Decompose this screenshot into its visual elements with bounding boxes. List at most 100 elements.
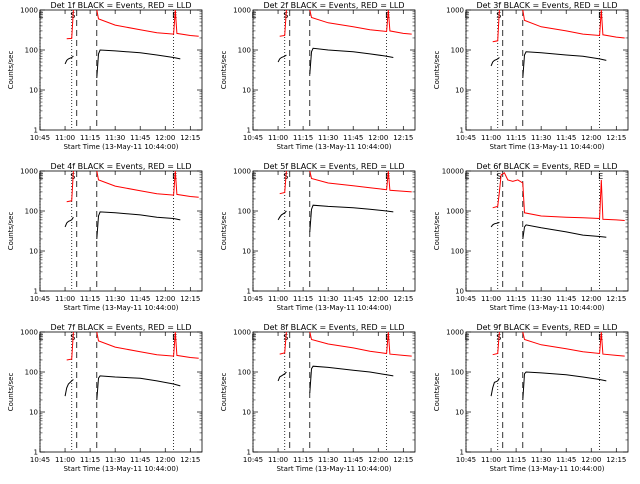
x-tick-label: 11:45 [556, 134, 576, 142]
series-line-events [490, 57, 500, 67]
y-axis-label: Counts/sec [7, 51, 15, 90]
y-tick-label: 100 [451, 248, 464, 256]
x-tick-label: 11:45 [343, 456, 363, 464]
series-line-lld [66, 331, 74, 361]
x-tick-label: 11:30 [318, 295, 338, 303]
series-line-lld [522, 9, 625, 39]
series-line-events [64, 216, 74, 228]
x-tick-label: 11:15 [293, 134, 313, 142]
x-tick-label: 11:15 [80, 134, 100, 142]
y-axis-label: Counts/sec [433, 212, 441, 251]
series-line-lld [522, 331, 625, 357]
series-line-events [522, 51, 607, 79]
x-tick-label: 12:15 [180, 456, 200, 464]
x-tick-label: 12:00 [155, 134, 175, 142]
chart-title: Det 7f BLACK = Events, RED = LLD [50, 323, 191, 332]
chart-title: Det 6f BLACK = Events, RED = LLD [476, 162, 617, 171]
x-tick-label: 12:15 [393, 295, 413, 303]
y-tick-label: 10 [29, 409, 38, 417]
x-tick-label: 11:30 [105, 134, 125, 142]
x-tick-label: 11:30 [531, 134, 551, 142]
x-tick-label: 11:15 [80, 456, 100, 464]
plot-frame [39, 331, 203, 453]
series-line-events [309, 365, 394, 393]
chart-title: Det 5f BLACK = Events, RED = LLD [263, 162, 404, 171]
series-line-events [96, 49, 181, 79]
y-tick-label: 10 [29, 248, 38, 256]
x-axis-label: Start Time (13-May-11 10:44:00) [489, 304, 604, 312]
marker-label: E [464, 172, 469, 181]
x-tick-label: 12:00 [581, 134, 601, 142]
marker-label: E [251, 172, 256, 181]
y-tick-label: 1 [247, 127, 251, 135]
y-tick-label: 1000 [233, 168, 251, 176]
y-tick-label: 10000 [442, 168, 464, 176]
x-tick-label: 12:15 [606, 134, 626, 142]
chart-title: Det 4f BLACK = Events, RED = LLD [50, 162, 191, 171]
x-tick-label: 10:45 [456, 456, 476, 464]
x-tick-label: 11:00 [268, 134, 288, 142]
series-line-lld [66, 170, 74, 203]
y-tick-label: 10 [455, 288, 464, 296]
x-tick-label: 12:00 [368, 295, 388, 303]
series-line-events [277, 54, 287, 63]
x-tick-label: 12:00 [368, 456, 388, 464]
chart-panel: Det 6f BLACK = Events, RED = LLD 10:45 11:… [433, 162, 629, 312]
y-tick-label: 1000 [446, 7, 464, 15]
y-tick-label: 1000 [233, 329, 251, 337]
x-tick-label: 12:15 [180, 295, 200, 303]
series-line-lld [66, 9, 74, 40]
x-tick-label: 12:15 [606, 456, 626, 464]
y-axis-label: Counts/sec [220, 212, 228, 251]
x-axis-label: Start Time (13-May-11 10:44:00) [63, 465, 178, 473]
x-tick-label: 11:00 [481, 134, 501, 142]
x-tick-label: 11:00 [481, 456, 501, 464]
x-tick-label: 10:45 [456, 295, 476, 303]
y-tick-label: 10 [29, 87, 38, 95]
x-tick-label: 10:45 [243, 134, 263, 142]
y-tick-label: 1 [34, 127, 38, 135]
x-tick-label: 12:00 [155, 295, 175, 303]
chart-title: Det 2f BLACK = Events, RED = LLD [263, 1, 404, 10]
x-tick-label: 12:00 [368, 134, 388, 142]
y-axis-label: Counts/sec [7, 373, 15, 412]
marker-label: S [496, 172, 501, 181]
plot-frame [465, 331, 629, 453]
series-line-lld [492, 331, 500, 356]
plot-frame [39, 9, 203, 131]
y-tick-label: 100 [451, 47, 464, 55]
x-tick-label: 11:45 [343, 134, 363, 142]
y-axis-label: Counts/sec [220, 373, 228, 412]
marker-label: E [464, 11, 469, 20]
x-tick-label: 11:15 [506, 295, 526, 303]
chart-title: Det 8f BLACK = Events, RED = LLD [263, 323, 404, 332]
x-tick-label: 11:30 [531, 456, 551, 464]
x-axis-label: Start Time (13-May-11 10:44:00) [63, 143, 178, 151]
y-tick-label: 100 [238, 208, 251, 216]
y-tick-label: 1000 [233, 7, 251, 15]
x-tick-label: 11:00 [481, 295, 501, 303]
x-tick-label: 10:45 [456, 134, 476, 142]
y-tick-label: 1 [247, 449, 251, 457]
x-tick-label: 11:45 [343, 295, 363, 303]
x-tick-label: 10:45 [30, 134, 50, 142]
marker-label: E [38, 172, 43, 181]
y-tick-label: 100 [25, 369, 38, 377]
x-tick-label: 12:15 [393, 456, 413, 464]
y-tick-label: 1 [460, 127, 464, 135]
chart-title: Det 9f BLACK = Events, RED = LLD [476, 323, 617, 332]
y-tick-label: 10 [242, 248, 251, 256]
x-tick-label: 11:00 [268, 456, 288, 464]
marker-label: E [464, 333, 469, 342]
y-tick-label: 10 [455, 409, 464, 417]
y-axis-label: Counts/sec [220, 51, 228, 90]
series-line-events [277, 371, 287, 382]
marker-label: E [38, 11, 43, 20]
marker-label: E [38, 333, 43, 342]
series-line-events [96, 375, 181, 401]
x-tick-label: 11:15 [293, 295, 313, 303]
y-tick-label: 1000 [20, 7, 38, 15]
x-tick-label: 11:15 [506, 134, 526, 142]
